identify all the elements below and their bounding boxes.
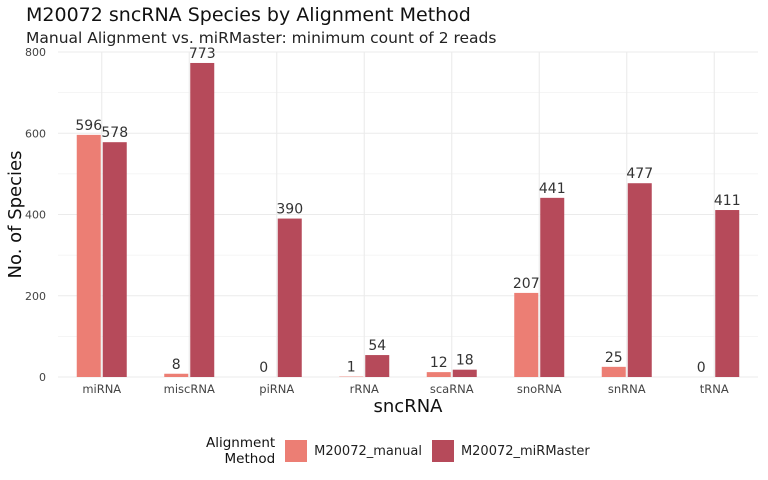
bar-mirmaster-tRNA — [715, 210, 740, 377]
bar-manual-scaRNA — [426, 372, 451, 377]
y-axis-title: No. of Species — [5, 151, 26, 279]
data-label: 1 — [347, 360, 356, 376]
data-label: 390 — [276, 202, 303, 218]
x-axis-title: sncRNA — [374, 396, 444, 417]
legend: Alignment Method M20072_manual M20072_mi… — [206, 434, 600, 468]
bar-manual-miRNA — [76, 134, 101, 377]
data-label: 54 — [368, 338, 386, 354]
data-label: 477 — [626, 166, 653, 182]
x-tick-label: piRNA — [259, 382, 294, 396]
y-tick-label: 200 — [25, 290, 46, 303]
bar-mirmaster-snoRNA — [540, 197, 565, 377]
legend-label-mirmaster: M20072_miRMaster — [460, 443, 590, 459]
bar-mirmaster-miRNA — [102, 142, 127, 377]
legend-item-mirmaster: M20072_miRMaster — [431, 440, 590, 462]
y-tick-label: 0 — [39, 371, 46, 384]
y-tick-label: 600 — [25, 127, 46, 140]
x-tick-label: scaRNA — [430, 382, 474, 396]
data-label: 441 — [539, 181, 566, 197]
data-label: 773 — [189, 46, 216, 62]
x-tick-label: miRNA — [82, 382, 121, 396]
legend-swatch-manual — [285, 440, 308, 462]
bar-manual-snoRNA — [514, 292, 539, 377]
legend-title: Alignment Method — [206, 435, 275, 467]
data-label: 207 — [513, 276, 540, 292]
bar-mirmaster-scaRNA — [452, 369, 477, 377]
chart-title: M20072 sncRNA Species by Alignment Metho… — [26, 4, 471, 26]
legend-item-manual: M20072_manual — [285, 440, 422, 462]
bar-mirmaster-snRNA — [627, 183, 652, 377]
data-label: 578 — [101, 125, 128, 141]
data-label: 18 — [456, 353, 474, 369]
data-label: 12 — [430, 355, 448, 371]
x-tick-label: snoRNA — [517, 382, 562, 396]
y-tick-label: 400 — [25, 209, 46, 222]
data-label: 8 — [172, 357, 181, 373]
x-tick-label: tRNA — [700, 382, 729, 396]
bar-manual-snRNA — [601, 366, 626, 377]
data-label: 0 — [259, 360, 268, 376]
y-tick-label: 800 — [25, 46, 46, 59]
data-label: 411 — [714, 193, 741, 209]
bar-mirmaster-miscRNA — [190, 62, 215, 377]
bar-mirmaster-piRNA — [277, 218, 302, 377]
legend-title-line1: Alignment — [206, 435, 276, 451]
legend-swatch-mirmaster — [431, 440, 454, 462]
data-label: 0 — [697, 360, 706, 376]
data-label: 25 — [605, 350, 623, 366]
chart-subtitle: Manual Alignment vs. miRMaster: minimum … — [26, 29, 497, 47]
bar-manual-miscRNA — [164, 373, 189, 377]
bar-mirmaster-rRNA — [365, 355, 390, 377]
data-label: 596 — [75, 118, 102, 134]
x-tick-label: snRNA — [608, 382, 646, 396]
legend-label-manual: M20072_manual — [314, 443, 422, 459]
x-tick-label: miscRNA — [164, 382, 215, 396]
x-tick-label: rRNA — [350, 382, 379, 396]
legend-title-line2: Method — [224, 451, 276, 467]
